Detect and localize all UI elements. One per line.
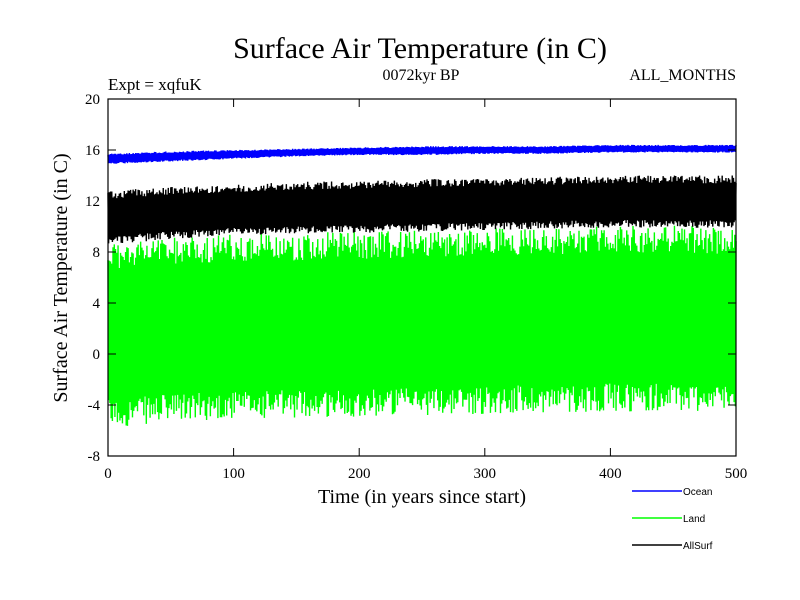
chart-subtitle: 0072kyr BP bbox=[383, 67, 460, 84]
chart-title: Surface Air Temperature (in C) bbox=[233, 32, 607, 65]
x-tick-label: 300 bbox=[474, 466, 497, 482]
x-axis: 0 100 200 300 400 500 bbox=[104, 99, 747, 482]
series-line-land bbox=[107, 225, 737, 426]
legend: Ocean Land AllSurf bbox=[632, 487, 713, 552]
x-tick-label: 200 bbox=[348, 466, 371, 482]
y-tick-label: -8 bbox=[88, 449, 101, 465]
y-tick-label: 20 bbox=[85, 92, 100, 108]
series-line-allsurf bbox=[107, 175, 737, 244]
series-land bbox=[107, 225, 737, 426]
y-tick-label: 16 bbox=[85, 143, 101, 159]
series-allsurf bbox=[107, 175, 737, 244]
y-axis: -8 -4 0 4 8 12 16 20 bbox=[85, 92, 736, 465]
legend-label-land: Land bbox=[683, 514, 705, 525]
legend-label-ocean: Ocean bbox=[683, 487, 712, 498]
series-ocean bbox=[107, 144, 737, 164]
y-tick-label: -4 bbox=[88, 398, 101, 414]
x-axis-label: Time (in years since start) bbox=[318, 486, 526, 508]
plot-frame bbox=[107, 98, 737, 457]
y-axis-label: Surface Air Temperature (in C) bbox=[50, 153, 72, 402]
y-tick-label: 0 bbox=[93, 347, 101, 363]
series-line-ocean bbox=[107, 144, 737, 164]
x-tick-label: 0 bbox=[104, 466, 112, 482]
months-label: ALL_MONTHS bbox=[629, 67, 736, 84]
y-tick-label: 12 bbox=[85, 194, 100, 210]
legend-label-allsurf: AllSurf bbox=[683, 541, 713, 552]
x-tick-label: 100 bbox=[222, 466, 245, 482]
y-tick-label: 4 bbox=[93, 296, 101, 312]
experiment-label: Expt = xqfuK bbox=[108, 75, 202, 94]
plot-data bbox=[107, 144, 737, 426]
y-tick-label: 8 bbox=[93, 245, 101, 261]
x-tick-label: 400 bbox=[599, 466, 622, 482]
x-tick-label: 500 bbox=[725, 466, 748, 482]
